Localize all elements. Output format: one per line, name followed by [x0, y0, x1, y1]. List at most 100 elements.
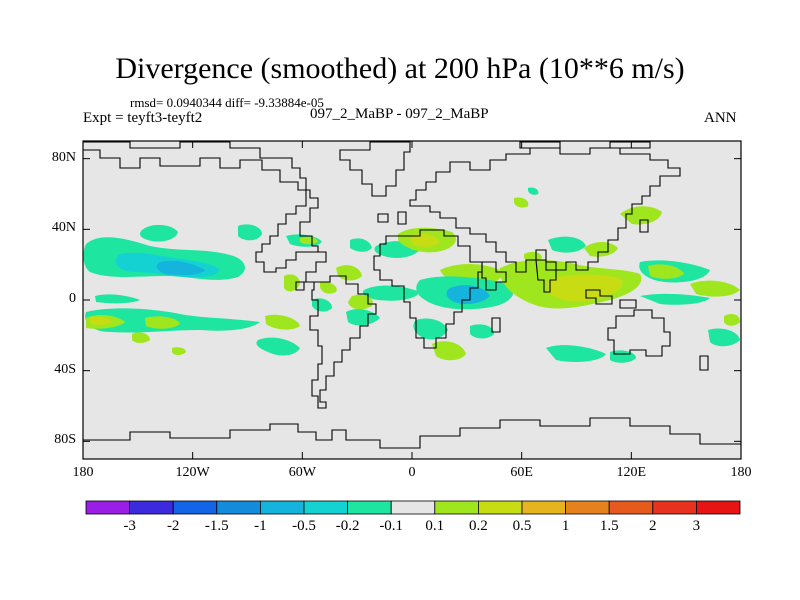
divergence-contour	[548, 236, 586, 253]
case-label: 097_2_MaBP - 097_2_MaBP	[310, 106, 489, 122]
colorbar-swatch	[521, 500, 566, 515]
colorbar-label: -1.5	[204, 518, 229, 534]
map-title: Divergence (smoothed) at 200 hPa (10**6 …	[115, 52, 685, 85]
divergence-contour	[238, 224, 262, 241]
divergence-contour	[265, 314, 300, 330]
divergence-contour	[350, 238, 372, 252]
coastline	[339, 141, 411, 197]
coastline	[491, 317, 501, 333]
coastline	[397, 211, 407, 225]
divergence-contour	[140, 224, 178, 242]
divergence-contour	[156, 260, 205, 276]
coastline	[309, 275, 377, 409]
divergence-contour	[346, 309, 380, 326]
coastline	[535, 259, 557, 293]
lat-label: 80S	[54, 432, 76, 448]
divergence-contour	[708, 328, 740, 347]
colorbar-swatch	[129, 500, 174, 515]
divergence-contour	[413, 318, 448, 340]
colorbar-label: -2	[166, 518, 180, 534]
lon-label: 0	[408, 465, 416, 480]
colorbar-swatch	[652, 500, 697, 515]
coastline	[699, 355, 709, 371]
divergence-contour	[584, 242, 618, 257]
colorbar-label: 0.1	[425, 518, 445, 534]
colorbar-label: 0.5	[512, 518, 532, 534]
coastline	[519, 141, 561, 149]
colorbar-swatch	[390, 500, 436, 515]
divergence-contour	[514, 197, 529, 208]
divergence-contour	[348, 294, 373, 310]
divergence-contour	[524, 251, 542, 261]
coastlines	[83, 141, 741, 449]
divergence-contour	[336, 265, 362, 281]
lon-label: 120E	[616, 465, 647, 480]
divergence-contour	[362, 285, 420, 301]
colorbar-swatch	[565, 500, 610, 515]
divergence-field	[83, 187, 740, 363]
colorbar-label: 0.2	[469, 518, 488, 534]
colorbar-swatch	[434, 500, 479, 515]
divergence-contour	[95, 294, 140, 304]
lon-label: 120W	[175, 465, 210, 480]
divergence-contour	[446, 285, 490, 304]
coastline	[639, 219, 649, 233]
lat-label: 80N	[51, 149, 76, 165]
coastline	[619, 299, 637, 309]
divergence-contour	[528, 187, 539, 195]
coastline	[481, 261, 507, 291]
colorbar-label: 1.5	[599, 518, 619, 534]
divergence-contour	[470, 324, 494, 339]
coastline	[295, 251, 327, 291]
colorbar-label: 3	[692, 518, 701, 534]
colorbar-swatch	[347, 500, 392, 515]
coastline	[83, 417, 741, 449]
divergence-contour	[300, 236, 318, 245]
colorbar-swatch	[696, 500, 741, 515]
colorbar-swatch	[477, 500, 523, 515]
colorbar-label: -0.5	[292, 518, 316, 534]
season-label: ANN	[704, 110, 737, 126]
divergence-contour	[320, 281, 337, 294]
colorbar-swatch	[608, 500, 654, 515]
lat-label: 0	[69, 291, 76, 306]
divergence-contour	[90, 316, 112, 326]
colorbar-label: 1	[561, 518, 570, 534]
colorbar-swatch	[216, 500, 261, 515]
coastline	[609, 141, 651, 149]
coastline	[377, 213, 389, 223]
divergence-contour	[546, 345, 606, 362]
colorbar-label: 2	[649, 518, 657, 534]
lat-label: 40N	[51, 220, 76, 236]
divergence-contour	[145, 316, 180, 329]
lon-label: 60W	[288, 465, 316, 480]
stats-subtitle: rmsd= 0.0940344 diff= -9.33884e-05	[130, 95, 324, 110]
colorbar-label: -0.2	[335, 518, 360, 534]
divergence-contour	[172, 347, 186, 355]
experiment-label: Expt = teyft3-teyft2	[83, 110, 203, 126]
coastline	[585, 289, 613, 305]
colorbar-label: -1	[254, 518, 267, 534]
colorbar-swatch	[172, 500, 218, 515]
colorbar-swatch	[259, 500, 305, 515]
lon-label: 180	[730, 465, 752, 480]
divergence-contour	[548, 274, 623, 302]
divergence-contour	[410, 234, 440, 247]
axis-ticks	[82, 141, 742, 459]
coastline	[373, 229, 483, 349]
coastline	[83, 141, 319, 273]
colorbar-label: -0.1	[379, 518, 404, 534]
lon-label: 180	[72, 465, 94, 480]
divergence-contour	[690, 280, 740, 297]
divergence-contour	[724, 314, 740, 326]
divergence-contour	[640, 293, 710, 305]
divergence-contour	[432, 341, 466, 361]
colorbar-label: -3	[123, 518, 136, 534]
coastline	[409, 147, 681, 273]
coastline	[607, 309, 671, 357]
divergence-contour	[132, 332, 150, 343]
map-background	[83, 141, 741, 459]
colorbar-swatch	[85, 500, 130, 515]
lat-label: 40S	[54, 361, 76, 377]
